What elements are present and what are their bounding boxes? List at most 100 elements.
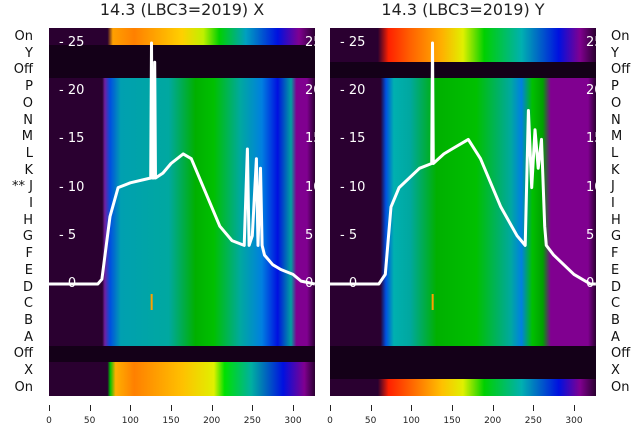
row-off-bottom <box>49 346 315 362</box>
series-line <box>49 41 315 286</box>
rows-off-x-bottom <box>330 346 596 379</box>
row-label: I <box>29 196 33 211</box>
y-tick-label: - 25 <box>59 35 85 50</box>
row-label: O <box>22 95 33 111</box>
chart-title-x: 14.3 (LBC3=2019) X <box>99 0 265 19</box>
row-on-bottom <box>330 379 596 396</box>
y-tick-label: - 20 <box>340 83 366 99</box>
row-label: N <box>23 112 33 128</box>
y-tick-label: - 15 <box>59 131 85 147</box>
row-label: Y <box>25 45 33 61</box>
row-label: Off <box>611 62 631 78</box>
x-tick-label: 0 <box>327 416 333 426</box>
row-label: F <box>611 246 619 262</box>
x-tick-label: 50 <box>364 416 377 426</box>
x-tick-mark <box>492 405 494 411</box>
marker <box>150 294 153 310</box>
x-tick-label: 150 <box>162 416 180 426</box>
row-label: H <box>23 212 33 228</box>
row-on-top <box>49 28 315 45</box>
row-label: H <box>611 212 621 228</box>
x-tick-mark <box>370 405 372 411</box>
row-label: C <box>23 296 33 312</box>
y-tick-label: - 5 <box>340 227 358 243</box>
row-label: O <box>611 95 622 111</box>
row-label: On <box>611 29 630 44</box>
x-tick-mark <box>170 405 172 411</box>
x-tick-label: 300 <box>284 416 302 426</box>
x-tick-label: 250 <box>243 416 261 426</box>
y-tick-label: 20 <box>586 83 596 99</box>
row-label: Off <box>611 346 631 362</box>
y-tick-label: 25 <box>305 35 315 50</box>
y-tick-label: - 15 <box>340 131 366 147</box>
x-tick-label: 0 <box>46 416 52 426</box>
heatmap-panel-y: - 2525- 2020- 1515- 1010- 55- 00 <box>330 28 596 396</box>
x-tick-mark <box>130 405 132 411</box>
x-tick-label: 50 <box>83 416 96 426</box>
row-label: On <box>611 379 630 395</box>
row-label: X <box>611 363 620 378</box>
x-tick-label: 200 <box>203 416 221 426</box>
rows-on-y-top <box>330 28 596 62</box>
row-label: M <box>21 129 33 145</box>
x-tick-label: 300 <box>565 416 583 426</box>
x-tick-mark <box>330 405 331 411</box>
y-tick-label: - 20 <box>59 83 85 99</box>
plot-overlay <box>330 41 596 310</box>
row-label: On <box>14 379 33 395</box>
x-tick-label: 100 <box>402 416 420 426</box>
row-label: P <box>611 79 619 95</box>
row-label: D <box>611 279 622 295</box>
row-label: A <box>611 329 620 345</box>
heatmap-panel-x: - 2525- 2020- 1515- 1010- 55- 00 <box>49 28 315 396</box>
row-label: K <box>24 162 33 178</box>
row-label: N <box>611 112 621 128</box>
x-tick-label: 150 <box>443 416 461 426</box>
row-label: ** J <box>12 179 33 195</box>
marker <box>431 294 434 310</box>
row-label: B <box>24 312 33 328</box>
row-label: P <box>25 79 33 95</box>
row-label: Off <box>13 62 33 78</box>
row-label: F <box>25 246 33 262</box>
row-off-top <box>330 62 596 78</box>
row-label: A <box>24 329 33 345</box>
series-line <box>330 41 596 286</box>
x-tick-mark <box>292 405 294 411</box>
rows-x-on <box>49 362 315 396</box>
row-label: X <box>24 363 33 378</box>
x-tick-mark <box>411 405 413 411</box>
row-label: C <box>611 296 621 312</box>
x-tick-mark <box>211 405 213 411</box>
row-label: G <box>22 229 33 245</box>
row-label: E <box>24 262 33 278</box>
chart-title-y: 14.3 (LBC3=2019) Y <box>381 0 545 19</box>
row-dark-top <box>49 45 315 78</box>
row-label: G <box>611 229 622 245</box>
x-tick-mark <box>451 405 453 411</box>
y-tick-label: 5 <box>586 227 595 243</box>
row-label: J <box>611 179 615 195</box>
row-label: D <box>22 279 33 295</box>
row-label: Off <box>13 346 33 362</box>
row-label: E <box>611 262 620 278</box>
plot-overlay <box>49 41 315 310</box>
row-label: B <box>611 312 620 328</box>
y-tick-label: - 10 <box>59 179 85 195</box>
rows-p-to-a <box>330 78 596 346</box>
x-tick-label: 100 <box>121 416 139 426</box>
row-label: K <box>611 162 620 178</box>
y-tick-label: 15 <box>305 131 315 147</box>
x-tick-label: 200 <box>484 416 502 426</box>
y-tick-label: - 25 <box>340 35 366 50</box>
x-tick-label: 250 <box>524 416 542 426</box>
y-tick-label: 15 <box>586 131 596 147</box>
row-label: I <box>611 196 615 211</box>
y-tick-label: 10 <box>305 179 315 195</box>
x-tick-mark <box>573 405 575 411</box>
row-label: L <box>611 145 619 161</box>
x-tick-mark <box>252 405 254 411</box>
row-label: L <box>25 145 33 161</box>
x-tick-mark <box>49 405 50 411</box>
